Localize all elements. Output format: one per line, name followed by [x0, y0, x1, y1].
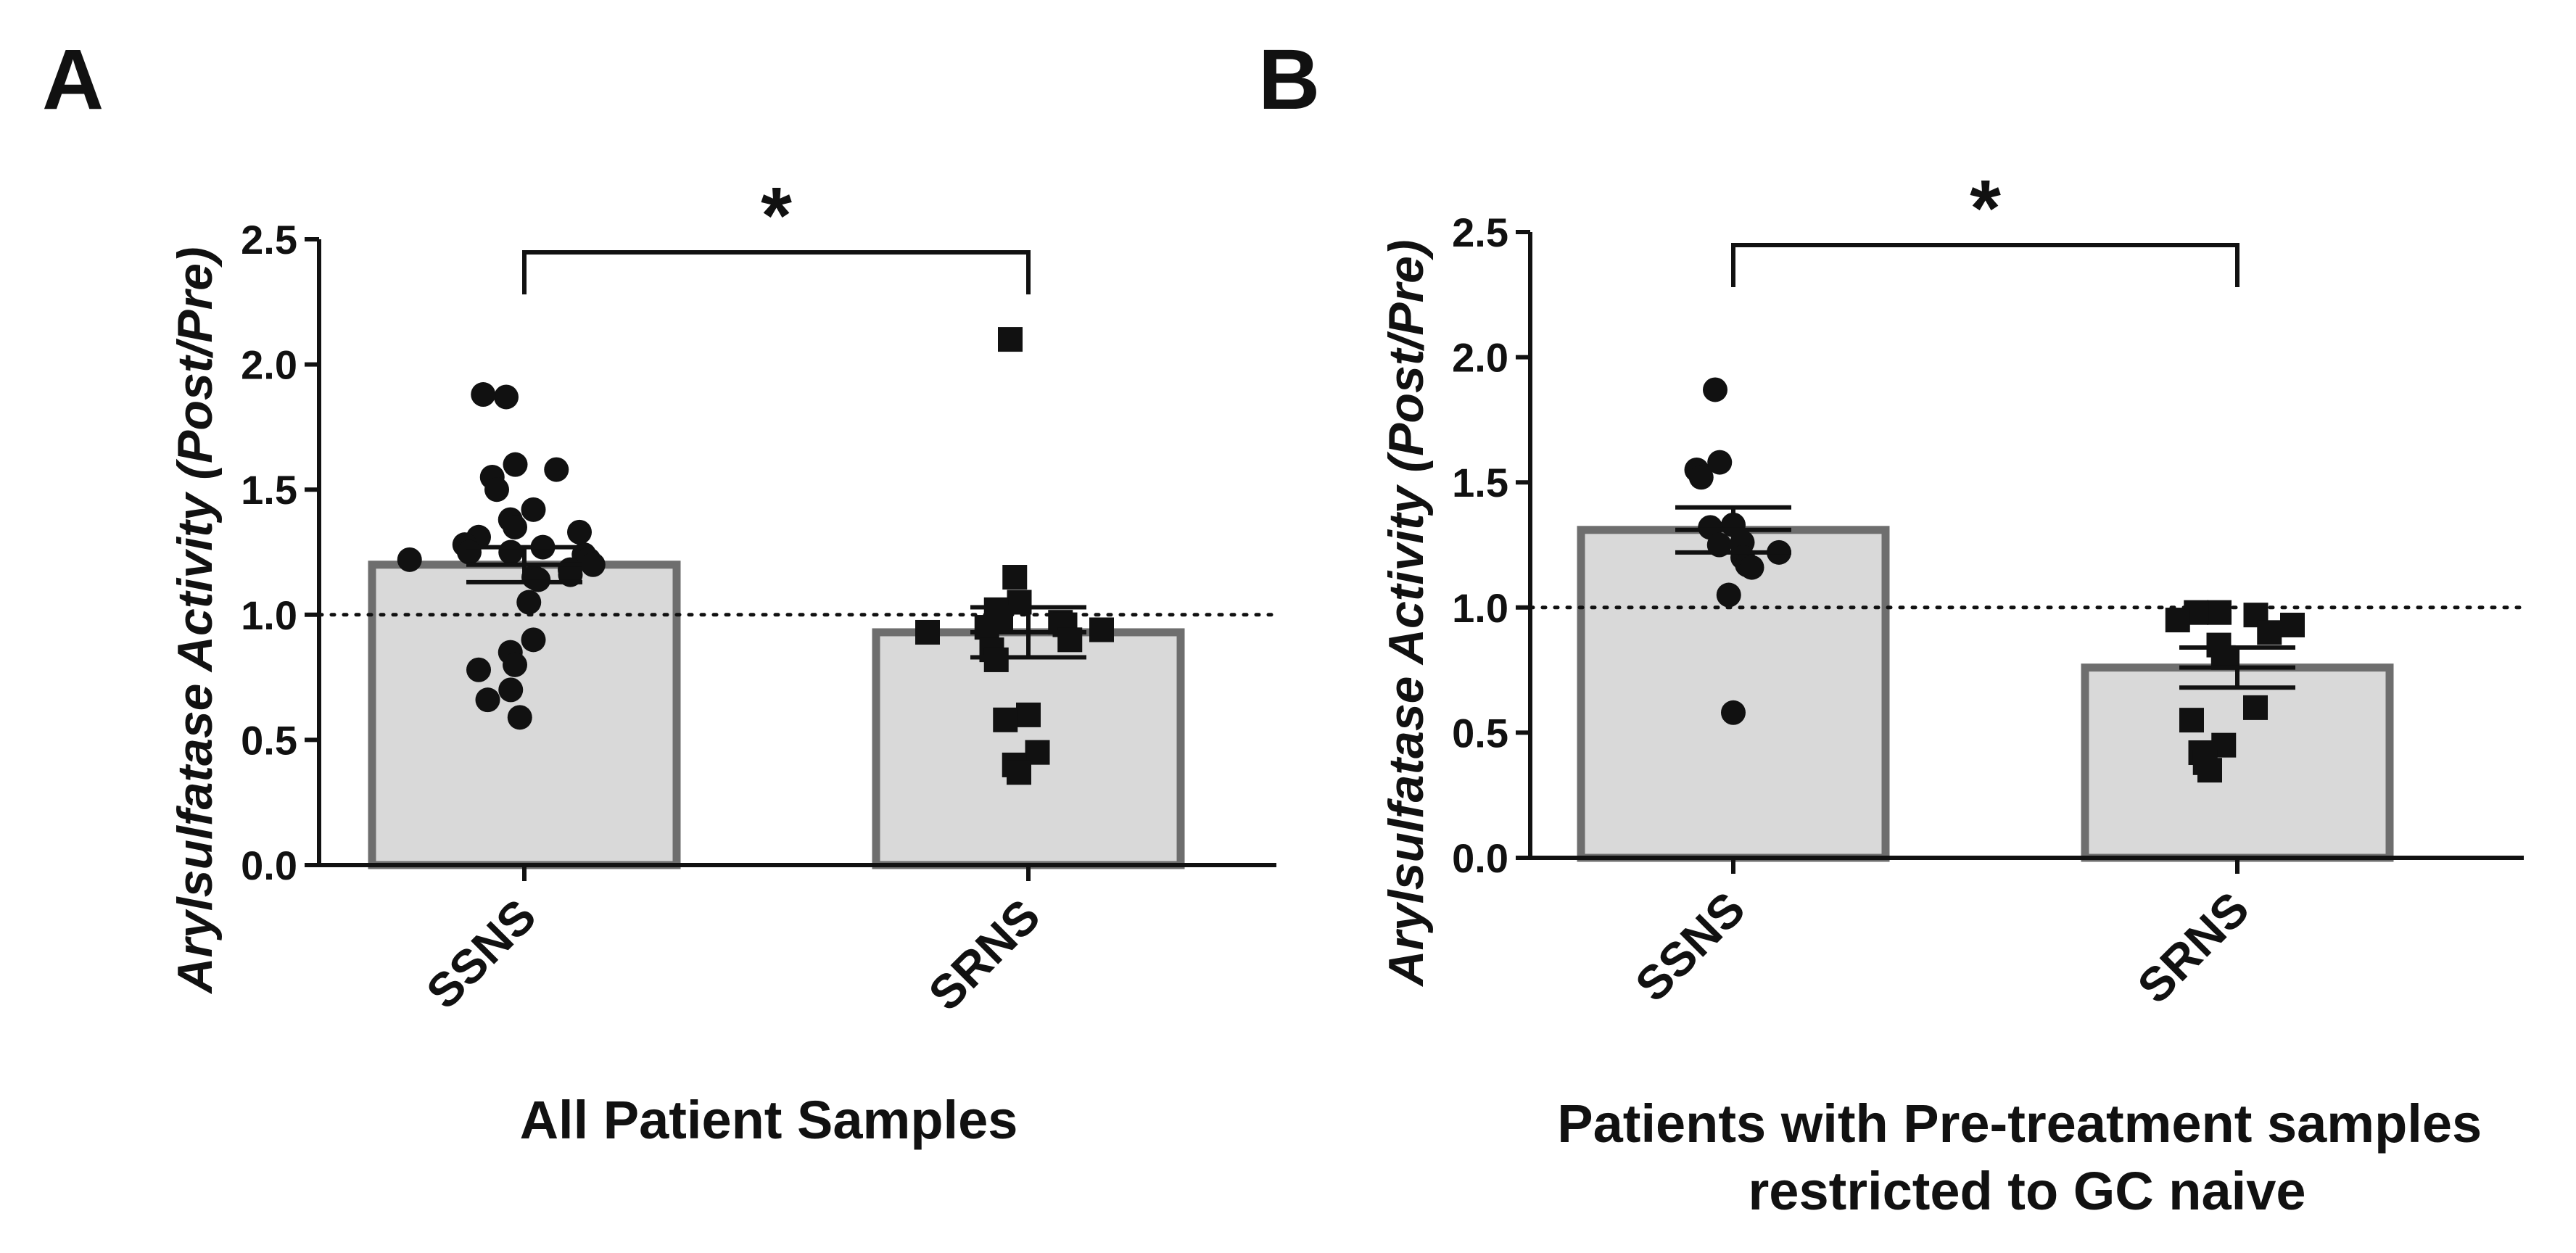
- panel-b-ytick-label: 0.0: [1452, 835, 1508, 881]
- panel-a-point-ssns: [494, 384, 519, 410]
- panel-a-ytick-label: 2.5: [241, 217, 297, 262]
- panel-a-point-srns: [993, 707, 1018, 732]
- panel-b-xlabel-line-2: restricted to GC naive: [1748, 1161, 2305, 1221]
- panel-a-letter: A: [42, 32, 104, 128]
- panel-b-point-srns: [2197, 758, 2222, 783]
- panel-a-ytick-label: 0.0: [241, 843, 297, 888]
- panel-a-ytick-label: 0.5: [241, 717, 297, 763]
- panel-b-point-ssns: [1716, 582, 1741, 608]
- panel-b-point-srns: [2280, 612, 2305, 637]
- panel-b-point-srns: [2257, 620, 2282, 645]
- panel-b-ylabel-paren: (Post/Pre): [1379, 239, 1434, 472]
- panel-b-point-ssns: [1739, 555, 1764, 580]
- panel-a: A Arylsulfatase Activity (Post/Pre) 0.00…: [42, 32, 1279, 1150]
- panel-b-ytick-label: 1.0: [1452, 585, 1508, 631]
- panel-a-point-srns: [1089, 617, 1114, 642]
- panel-b-letter: B: [1258, 32, 1320, 128]
- panel-b-point-srns: [2207, 600, 2232, 625]
- panel-a-point-ssns: [475, 687, 500, 713]
- panel-b-bar-ssns: [1577, 526, 1890, 862]
- panel-a-point-srns: [983, 647, 1009, 672]
- panel-a-point-ssns: [466, 657, 491, 682]
- panel-a-point-ssns: [503, 514, 527, 539]
- panel-b-ytick-label: 2.5: [1452, 210, 1508, 255]
- panel-b: B Arylsulfatase Activity (Post/Pre) 0.00…: [1258, 32, 2526, 1221]
- panel-a-xlabel: All Patient Samples: [520, 1090, 1018, 1150]
- panel-a-point-ssns: [544, 457, 569, 482]
- panel-a-point-ssns: [503, 452, 528, 477]
- panel-b-point-ssns: [1703, 377, 1727, 402]
- panel-a-point-ssns: [484, 477, 509, 503]
- panel-b-xlabel-line-1: Patients with Pre-treatment samples: [1557, 1093, 2482, 1154]
- panel-a-point-ssns: [498, 677, 524, 703]
- panel-a-point-ssns: [503, 652, 527, 677]
- panel-b-point-ssns: [1707, 450, 1733, 475]
- panel-b-significance-bracket: [1731, 243, 2239, 287]
- panel-a-ytick-label: 1.0: [241, 592, 297, 638]
- panel-a-category-label: SRNS: [918, 889, 1050, 1021]
- panel-b-point-srns: [2243, 695, 2268, 720]
- panel-a-point-srns: [974, 615, 999, 640]
- panel-b-significance-star: *: [1970, 164, 2001, 253]
- panel-a-point-ssns: [580, 552, 606, 577]
- panel-b-point-ssns: [1721, 700, 1746, 725]
- panel-a-point-srns: [1007, 760, 1031, 785]
- panel-a-point-ssns: [471, 382, 496, 408]
- panel-a-point-ssns: [521, 497, 546, 522]
- panel-b-point-ssns: [1688, 465, 1714, 490]
- panel-a-ylabel-main: Arylsulfatase Activity: [168, 480, 223, 995]
- panel-a-significance-bracket: [522, 250, 1031, 294]
- panel-a-point-ssns: [526, 567, 551, 592]
- panel-b-ytick-label: 1.5: [1452, 460, 1508, 505]
- panel-a-point-ssns: [397, 547, 422, 572]
- panel-b-ytick-label: 0.5: [1452, 710, 1508, 756]
- panel-a-point-ssns: [457, 539, 482, 565]
- panel-b-ytick-label: 2.0: [1452, 335, 1508, 381]
- panel-a-point-ssns: [507, 705, 532, 730]
- panel-a-category-label: SSNS: [416, 889, 545, 1019]
- panel-a-point-srns: [915, 619, 940, 645]
- panel-a-point-ssns: [498, 539, 524, 565]
- panel-b-plot: 0.0 0.5 1.0 1.5 2.0 2.5 SSNS SRNS *: [1452, 164, 2526, 1014]
- panel-b-point-srns: [2179, 708, 2204, 733]
- panel-b-ylabel: Arylsulfatase Activity (Post/Pre): [1379, 239, 1434, 987]
- panel-a-point-srns: [998, 327, 1023, 352]
- panel-a-ylabel: Arylsulfatase Activity (Post/Pre): [168, 247, 223, 994]
- panel-a-ylabel-paren: (Post/Pre): [168, 247, 223, 479]
- panel-a-point-ssns: [567, 519, 592, 545]
- panel-b-category-label: SSNS: [1625, 882, 1754, 1012]
- panel-a-point-ssns: [516, 590, 542, 615]
- panel-b-xlabel: Patients with Pre-treatment samples rest…: [1557, 1093, 2496, 1221]
- panel-a-plot: 0.0 0.5 1.0 1.5 2.0 2.5 SSNS SRNS *: [241, 171, 1279, 1021]
- panel-b-category-label: SRNS: [2127, 882, 2259, 1014]
- panel-b-point-srns: [2165, 608, 2190, 633]
- panel-a-ytick-label: 1.5: [241, 467, 297, 513]
- panel-a-point-srns: [1002, 565, 1028, 590]
- panel-b-bar-srns: [2081, 663, 2394, 862]
- panel-a-point-srns: [1016, 702, 1041, 727]
- panel-a-point-ssns: [521, 627, 546, 653]
- panel-a-ytick-label: 2.0: [241, 342, 297, 388]
- panel-b-ylabel-main: Arylsulfatase Activity: [1379, 473, 1434, 988]
- panel-a-significance-star: *: [761, 171, 792, 260]
